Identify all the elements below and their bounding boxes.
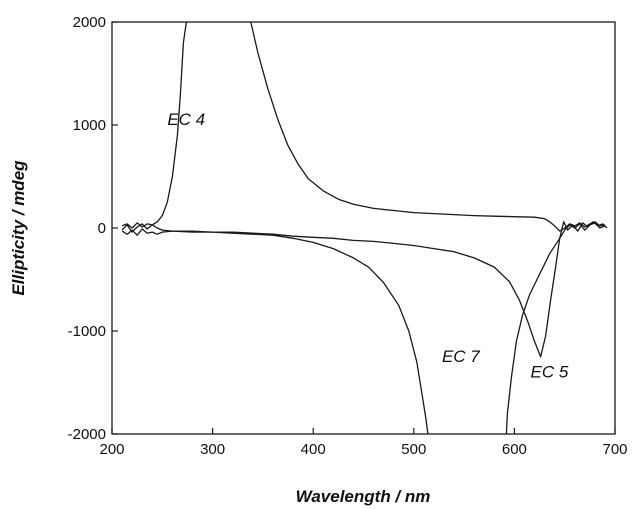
x-tick-label: 300 bbox=[200, 441, 225, 458]
series-line-ec-4 bbox=[121, 21, 606, 232]
series-line-ec-7 bbox=[121, 222, 606, 435]
series-label-ec-7: EC 7 bbox=[442, 347, 480, 366]
x-tick-label: 600 bbox=[502, 441, 527, 458]
series-labels: EC 4 EC 7 EC 5 bbox=[167, 110, 569, 381]
x-tick-label: 500 bbox=[401, 441, 426, 458]
x-tick-label: 700 bbox=[602, 441, 627, 458]
series-label-ec-4: EC 4 bbox=[167, 110, 205, 129]
y-tick-label: 2000 bbox=[73, 14, 106, 31]
series-label-ec-5: EC 5 bbox=[530, 362, 568, 381]
y-tick-label: 0 bbox=[98, 220, 106, 237]
x-tick-label: 400 bbox=[301, 441, 326, 458]
plot-series bbox=[121, 21, 608, 435]
y-axis: 2000 1000 0 -1000 -2000 bbox=[68, 14, 118, 443]
x-axis-title: Wavelength / nm bbox=[296, 487, 431, 506]
y-tick-label: -1000 bbox=[68, 323, 106, 340]
y-axis-title: Ellipticity / mdeg bbox=[9, 160, 28, 296]
y-tick-label: -2000 bbox=[68, 426, 106, 443]
x-axis: 200 300 400 500 600 700 bbox=[99, 428, 628, 458]
y-tick-label: 1000 bbox=[73, 117, 106, 134]
x-tick-label: 200 bbox=[99, 441, 124, 458]
series-line-ec-5 bbox=[121, 221, 608, 358]
